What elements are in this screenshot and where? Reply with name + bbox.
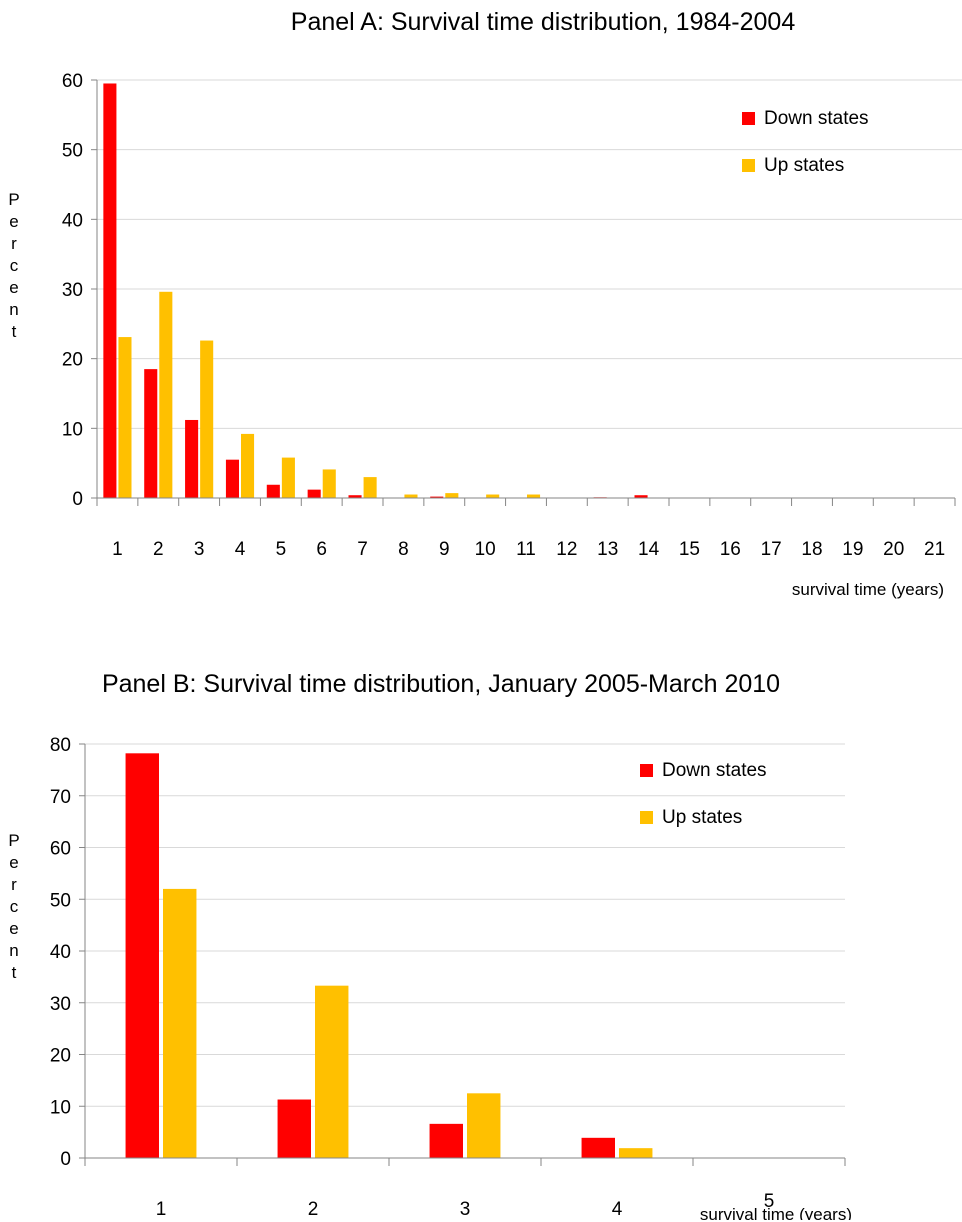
up-states-bar [118,337,132,498]
down-states-bar [348,495,362,498]
up-states-legend-swatch [640,811,653,824]
x-category-label: 2 [153,539,164,560]
x-category-label: 21 [924,539,945,560]
up-states-legend-label: Up states [764,155,844,176]
y-tick-label: 30 [50,994,71,1015]
down-states-bar [103,83,117,498]
x-category-label: 4 [612,1199,623,1220]
x-category-label: 7 [357,539,368,560]
up-states-bar [322,469,336,498]
y-tick-label: 50 [62,141,83,162]
up-states-bar [467,1093,501,1158]
x-category-label: 16 [720,539,741,560]
down-states-bar [430,496,444,498]
x-category-label: 1 [112,539,123,560]
panel-a-svg: Panel A: Survival time distribution, 198… [8,8,962,599]
chart-title: Panel B: Survival time distribution, Jan… [102,670,780,698]
x-category-label: 2 [308,1199,319,1220]
x-axis-label: survival time (years) [792,580,944,599]
y-tick-label: 60 [62,71,83,92]
down-states-legend-label: Down states [764,108,869,129]
down-states-legend-swatch [640,764,653,777]
up-states-bar [200,340,214,498]
x-category-label: 3 [194,539,205,560]
down-states-bar [634,495,648,498]
down-states-bar [266,484,280,498]
x-category-label: 3 [460,1199,471,1220]
up-states-bar [281,457,295,498]
x-category-label: 20 [883,539,904,560]
chart-title: Panel A: Survival time distribution, 198… [291,8,796,36]
x-category-label: 8 [398,539,409,560]
x-category-label: 18 [801,539,822,560]
y-tick-label: 0 [60,1149,71,1170]
down-states-bar [144,369,158,498]
down-states-bar [581,1137,615,1158]
y-tick-label: 50 [50,890,71,911]
y-tick-label: 30 [62,280,83,301]
x-category-label: 9 [439,539,450,560]
x-category-label: 17 [761,539,782,560]
up-states-legend-swatch [742,159,755,172]
up-states-bar [619,1148,653,1158]
up-states-legend-label: Up states [662,807,742,828]
y-tick-label: 20 [50,1046,71,1067]
up-states-bar [486,494,500,498]
y-tick-label: 80 [50,735,71,756]
down-states-bar [277,1099,311,1158]
y-tick-label: 20 [62,350,83,371]
up-states-bar [315,985,349,1158]
y-tick-label: 10 [62,419,83,440]
x-category-label: 11 [516,539,536,560]
y-tick-label: 10 [50,1097,71,1118]
x-category-label: 6 [316,539,327,560]
down-states-bar [185,419,199,498]
y-tick-label: 40 [62,210,83,231]
x-category-label: 14 [638,539,660,560]
down-states-legend-label: Down states [662,760,767,781]
x-category-label: 4 [235,539,246,560]
x-category-label: 15 [679,539,700,560]
y-tick-label: 60 [50,839,71,860]
y-tick-label: 0 [72,489,83,510]
x-category-label: 13 [597,539,618,560]
x-category-label: 19 [842,539,863,560]
x-category-label: 10 [475,539,496,560]
up-states-bar [163,888,197,1158]
down-states-bar [307,489,321,498]
x-category-label: 1 [156,1199,167,1220]
x-category-label: 5 [276,539,287,560]
x-category-label: 12 [556,539,577,560]
up-states-bar [363,477,377,498]
up-states-bar [241,433,255,498]
up-states-bar [404,494,418,498]
up-states-bar [527,494,541,498]
down-states-bar [225,459,239,498]
x-axis-label: survival time (years) [700,1205,852,1220]
x-category-label: 5 [764,1191,775,1212]
up-states-bar [445,493,459,498]
down-states-legend-swatch [742,112,755,125]
panel-a-chart: Panel A: Survival time distribution, 198… [8,8,962,599]
panel-b-chart: Panel B: Survival time distribution, Jan… [0,640,962,1220]
y-tick-label: 70 [50,787,71,808]
up-states-bar [159,291,173,498]
down-states-bar [429,1123,463,1158]
down-states-bar [125,753,159,1158]
panel-b-svg: Panel B: Survival time distribution, Jan… [8,670,852,1220]
y-tick-label: 40 [50,942,71,963]
